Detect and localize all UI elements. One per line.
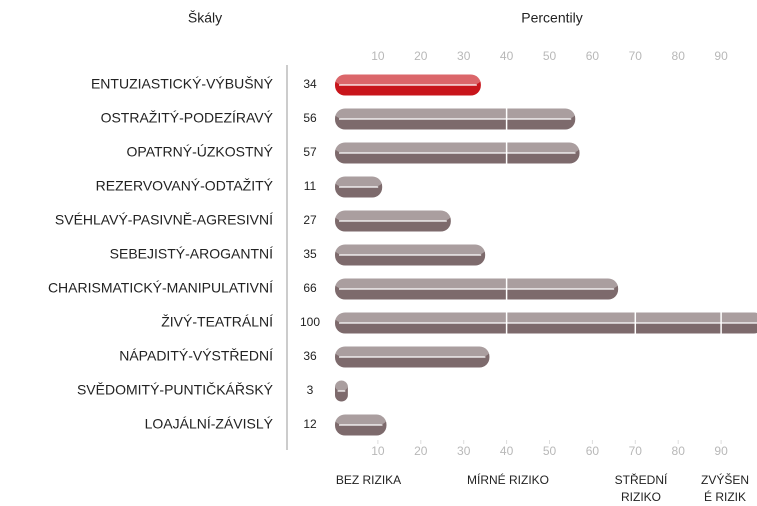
category-label: SVÉHLAVÝ-PASIVNĚ-AGRESIVNÍ [55, 212, 273, 228]
x-tick-label-top: 70 [629, 49, 643, 63]
bar-highlight [335, 74, 481, 85]
bar-highlight [335, 108, 576, 119]
x-tick-label-bottom: 60 [586, 444, 600, 458]
bar-highlight [335, 176, 383, 187]
zone-label: BEZ RIZIKA [335, 473, 402, 487]
value-label: 11 [304, 179, 317, 193]
x-tick-label-bottom: 80 [672, 444, 686, 458]
category-label: OPATRNÝ-ÚZKOSTNÝ [127, 144, 274, 160]
x-tick-label-top: 90 [714, 49, 728, 63]
x-tick-label-top: 50 [543, 49, 557, 63]
value-label: 12 [303, 417, 317, 431]
x-tick-label-top: 80 [672, 49, 686, 63]
category-label: LOAJÁLNÍ-ZÁVISLÝ [145, 416, 274, 432]
x-tick-label-bottom: 50 [543, 444, 557, 458]
category-label: NÁPADITÝ-VÝSTŘEDNÍ [119, 348, 273, 364]
category-label: SVĚDOMITÝ-PUNTIČKÁŘSKÝ [77, 382, 274, 398]
value-label: 34 [303, 77, 317, 91]
bar-highlight [335, 210, 451, 221]
value-label: 56 [303, 111, 317, 125]
value-label: 100 [300, 315, 320, 329]
bar-highlight [335, 312, 757, 323]
x-tick-label-top: 40 [500, 49, 514, 63]
x-tick-label-bottom: 30 [457, 444, 471, 458]
x-tick-label-top: 60 [586, 49, 600, 63]
bar-highlight [335, 278, 619, 289]
value-label: 3 [307, 383, 314, 397]
bar-highlight [335, 414, 387, 425]
value-label: 35 [303, 247, 317, 261]
x-tick-label-top: 30 [457, 49, 471, 63]
category-label: OSTRAŽITÝ-PODEZÍRAVÝ [101, 110, 274, 126]
zone-label: MÍRNÉ RIZIKO [466, 473, 549, 487]
x-tick-label-bottom: 10 [371, 444, 385, 458]
zone-label: STŘEDNÍ RIZIKO [614, 473, 668, 504]
x-tick-label-bottom: 20 [414, 444, 428, 458]
bar-highlight [335, 244, 486, 255]
category-label: SEBEJISTÝ-AROGANTNÍ [110, 246, 273, 262]
value-label: 27 [303, 213, 317, 227]
x-tick-label-top: 10 [371, 49, 385, 63]
category-label: CHARISMATICKÝ-MANIPULATIVNÍ [48, 280, 273, 296]
zone-label: ZVÝŠENÉ RIZIKO [700, 473, 749, 504]
value-label: 66 [303, 281, 317, 295]
bar-highlight [335, 380, 348, 391]
bar-highlight [335, 142, 580, 153]
category-label: ŽIVÝ-TEATRÁLNÍ [161, 314, 273, 330]
value-label: 36 [303, 349, 317, 363]
x-tick-label-top: 20 [414, 49, 428, 63]
value-label: 57 [303, 145, 317, 159]
x-tick-label-bottom: 70 [629, 444, 643, 458]
x-tick-label-bottom: 40 [500, 444, 514, 458]
category-label: REZERVOVANÝ-ODTAŽITÝ [96, 178, 274, 194]
x-tick-label-bottom: 90 [714, 444, 728, 458]
scale-title: Škály [188, 10, 222, 26]
bar-highlight [335, 346, 490, 357]
category-label: ENTUZIASTICKÝ-VÝBUŠNÝ [91, 76, 274, 92]
value-title: Percentily [521, 10, 582, 26]
